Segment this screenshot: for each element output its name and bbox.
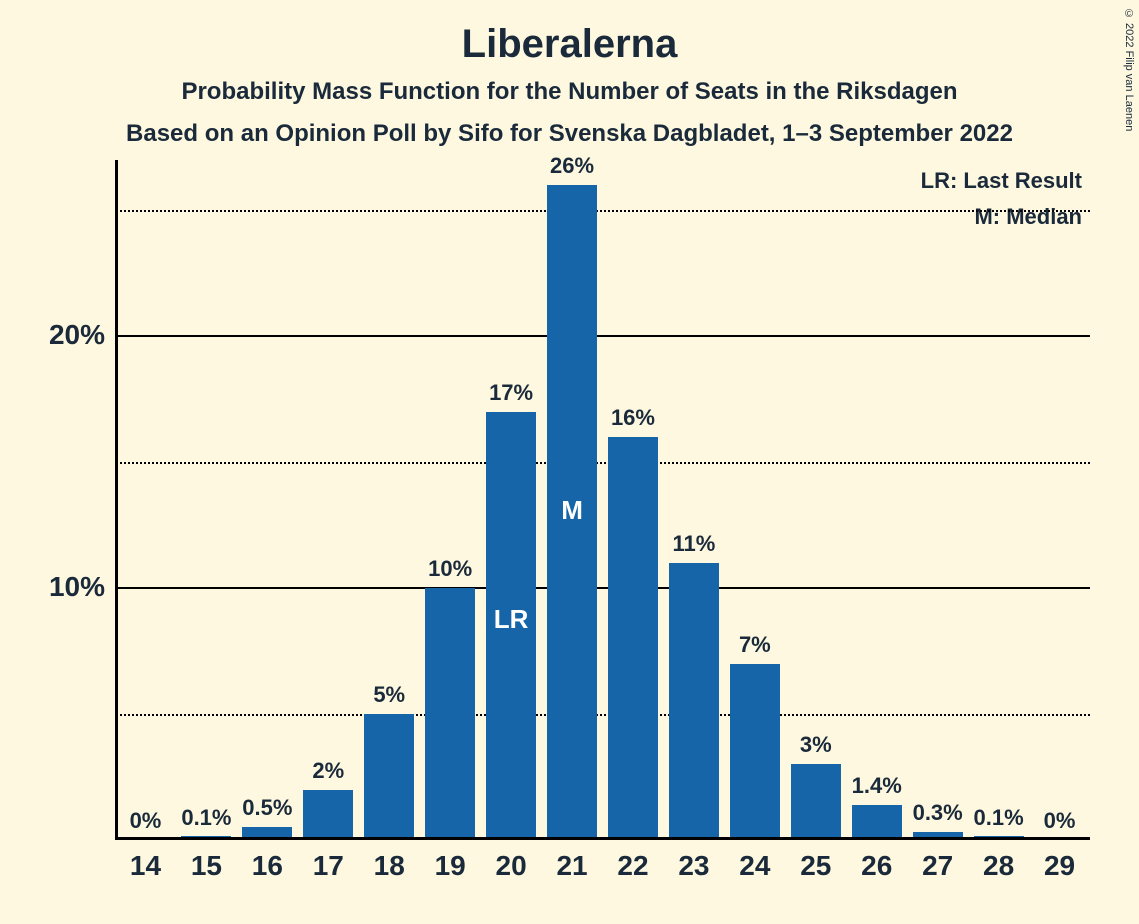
bar bbox=[303, 790, 353, 837]
legend-median: M: Median bbox=[974, 204, 1082, 230]
bar-value-label: 17% bbox=[489, 380, 533, 406]
x-tick-label: 19 bbox=[435, 850, 466, 882]
bar-value-label: 5% bbox=[373, 682, 405, 708]
bar bbox=[730, 664, 780, 837]
bar bbox=[181, 836, 231, 837]
x-tick-label: 20 bbox=[496, 850, 527, 882]
bar-value-label: 0.5% bbox=[242, 795, 292, 821]
bar bbox=[852, 805, 902, 837]
chart-subtitle-1: Probability Mass Function for the Number… bbox=[0, 78, 1139, 106]
gridline bbox=[115, 335, 1090, 337]
bar bbox=[913, 832, 963, 837]
bar bbox=[669, 563, 719, 837]
chart-plot-area: LR: Last Result M: Median 10%20%0%140.1%… bbox=[115, 160, 1090, 840]
gridline-minor bbox=[115, 462, 1090, 464]
x-tick-label: 15 bbox=[191, 850, 222, 882]
y-tick-label: 10% bbox=[25, 571, 105, 603]
gridline-minor bbox=[115, 714, 1090, 716]
bar-value-label: 0% bbox=[1044, 808, 1076, 834]
x-tick-label: 28 bbox=[983, 850, 1014, 882]
bar bbox=[242, 827, 292, 837]
gridline bbox=[115, 587, 1090, 589]
bar bbox=[974, 836, 1024, 837]
chart-subtitle-2: Based on an Opinion Poll by Sifo for Sve… bbox=[0, 120, 1139, 148]
bar-value-label: 0.1% bbox=[181, 805, 231, 831]
legend-last-result: LR: Last Result bbox=[921, 168, 1082, 194]
x-tick-label: 27 bbox=[922, 850, 953, 882]
bar-marker-last-result: LR bbox=[494, 604, 529, 635]
x-tick-label: 26 bbox=[861, 850, 892, 882]
bar-value-label: 0% bbox=[130, 808, 162, 834]
y-tick-label: 20% bbox=[25, 319, 105, 351]
x-tick-label: 18 bbox=[374, 850, 405, 882]
bar-value-label: 3% bbox=[800, 732, 832, 758]
bar-value-label: 2% bbox=[312, 758, 344, 784]
bar-value-label: 11% bbox=[672, 531, 715, 557]
bar-marker-median: M bbox=[561, 495, 583, 526]
bar bbox=[425, 588, 475, 837]
bar-value-label: 7% bbox=[739, 632, 771, 658]
x-tick-label: 29 bbox=[1044, 850, 1075, 882]
x-tick-label: 14 bbox=[130, 850, 161, 882]
x-axis bbox=[115, 837, 1090, 840]
x-tick-label: 23 bbox=[678, 850, 709, 882]
x-tick-label: 22 bbox=[617, 850, 648, 882]
x-tick-label: 16 bbox=[252, 850, 283, 882]
bar-value-label: 0.1% bbox=[974, 805, 1024, 831]
bar-value-label: 1.4% bbox=[852, 773, 902, 799]
x-tick-label: 17 bbox=[313, 850, 344, 882]
bar-value-label: 16% bbox=[611, 405, 655, 431]
y-axis bbox=[115, 160, 118, 840]
gridline-minor bbox=[115, 210, 1090, 212]
bar bbox=[791, 764, 841, 837]
x-tick-label: 24 bbox=[739, 850, 770, 882]
chart-title: Liberalerna bbox=[0, 22, 1139, 67]
bar-value-label: 0.3% bbox=[913, 800, 963, 826]
x-tick-label: 25 bbox=[800, 850, 831, 882]
bar-value-label: 26% bbox=[550, 153, 594, 179]
bar bbox=[608, 437, 658, 837]
bar bbox=[364, 714, 414, 837]
bar-value-label: 10% bbox=[428, 556, 472, 582]
x-tick-label: 21 bbox=[556, 850, 587, 882]
